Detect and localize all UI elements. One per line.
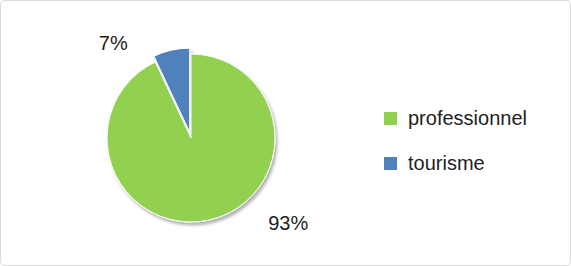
data-labels: 93% 7% bbox=[99, 32, 309, 234]
chart-svg: 93% 7% professionnel tourisme bbox=[0, 0, 571, 266]
data-label: 7% bbox=[99, 32, 128, 54]
pie-slice bbox=[154, 48, 190, 132]
data-label: 93% bbox=[268, 212, 308, 234]
legend: professionnel tourisme bbox=[384, 107, 527, 174]
slices bbox=[107, 48, 275, 222]
legend-label: tourisme bbox=[408, 152, 485, 174]
legend-swatch bbox=[384, 157, 397, 170]
chart-frame bbox=[1, 1, 571, 266]
chart-container: 93% 7% professionnel tourisme bbox=[0, 0, 571, 266]
legend-swatch bbox=[384, 112, 397, 125]
pie-slice bbox=[107, 54, 275, 222]
legend-label: professionnel bbox=[408, 107, 527, 129]
